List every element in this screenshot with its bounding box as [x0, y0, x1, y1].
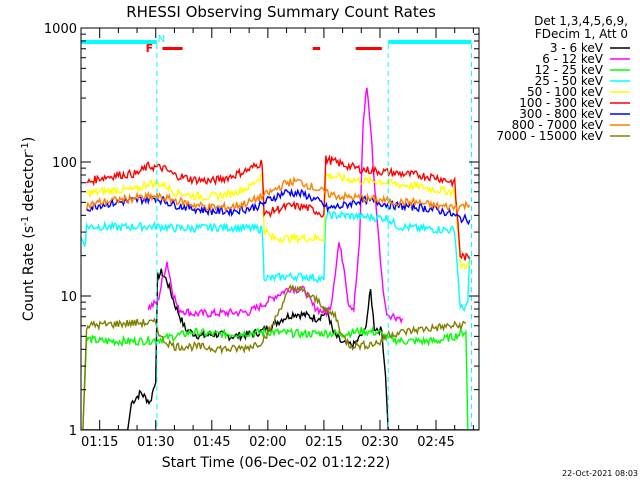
series-line-7: [85, 175, 471, 213]
series-line-5: [86, 154, 471, 261]
flare-flag-bar: [355, 47, 382, 50]
legend-label: 50 - 100 keV: [527, 85, 604, 99]
flag-layer: NF: [81, 34, 473, 430]
axis-layer: 1 10 100 1000 01:15 01:30 01:45 02:00 02:15 02:30…: [44, 22, 479, 450]
x-tick-label: 02:15: [305, 435, 342, 450]
flare-flag-label: F: [146, 42, 154, 55]
flare-flag-bar: [162, 47, 183, 50]
flare-flag-bar: [312, 47, 321, 50]
legend-label: 25 - 50 keV: [535, 74, 604, 88]
series-line-4: [85, 171, 471, 271]
legend-label: 800 - 7000 keV: [512, 118, 604, 132]
night-flag-bar: [81, 40, 157, 44]
y-tick-label: 100: [52, 156, 77, 171]
x-tick-label: 01:30: [137, 435, 174, 450]
legend-label: 3 - 6 keV: [550, 41, 604, 55]
x-tick-label: 01:15: [81, 435, 118, 450]
series-line-2: [82, 325, 469, 430]
legend-label: 300 - 800 keV: [519, 107, 603, 121]
x-tick-label: 02:45: [417, 435, 454, 450]
legend-label: 6 - 12 keV: [542, 52, 604, 66]
series-line-3: [81, 210, 471, 313]
night-flag-bar: [388, 40, 472, 44]
series-line-8: [82, 283, 466, 430]
x-tick-label: 01:45: [193, 435, 230, 450]
x-tick-label: 02:30: [361, 435, 398, 450]
chart-title: RHESSI Observing Summary Count Rates: [126, 3, 436, 21]
y-tick-label: 1: [69, 424, 77, 439]
y-tick-label: 10: [60, 290, 77, 305]
legend-label: 7000 - 15000 keV: [496, 129, 603, 143]
series-line-1: [147, 87, 404, 325]
series-layer: [81, 87, 479, 430]
legend-header-line-1: Det 1,3,4,5,6,9,: [534, 14, 628, 28]
legend-label: 100 - 300 keV: [519, 96, 603, 110]
legend-header-line-2: FDecim 1, Att 0: [535, 27, 628, 41]
night-flag-label: N: [158, 34, 165, 45]
footer-timestamp: 22-Oct-2021 08:03: [562, 469, 638, 478]
x-axis-label: Start Time (06-Dec-02 01:12:22): [162, 455, 390, 471]
x-tick-label: 02:00: [249, 435, 286, 450]
y-axis-label: Count Rate (s-1 detector-1): [20, 137, 37, 321]
legend-label: 12 - 25 keV: [535, 63, 604, 77]
y-tick-label: 1000: [44, 22, 77, 37]
plot-frame: [80, 27, 480, 431]
legend: Det 1,3,4,5,6,9, FDecim 1, Att 0 3 - 6 k…: [496, 14, 630, 143]
series-line-0: [81, 268, 479, 430]
